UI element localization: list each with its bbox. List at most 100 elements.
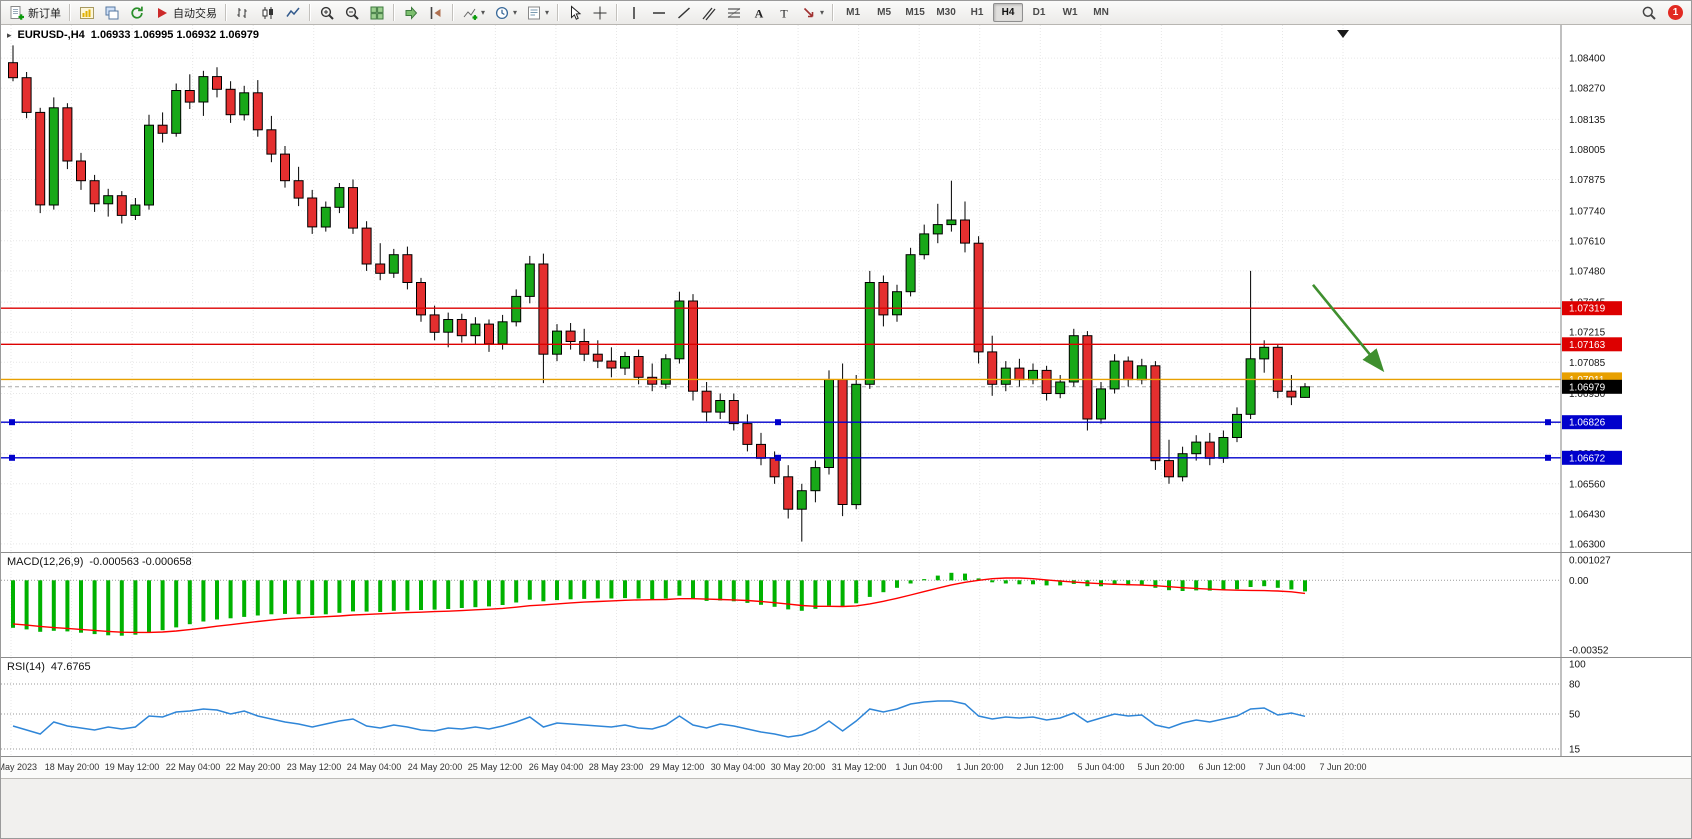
- time-label: 25 May 12:00: [467, 762, 523, 772]
- label-icon: T: [776, 5, 792, 21]
- new-order-button[interactable]: 新订单: [5, 1, 65, 25]
- label-button[interactable]: T: [772, 1, 796, 25]
- tile-windows-button[interactable]: [365, 1, 389, 25]
- text-button[interactable]: A: [747, 1, 771, 25]
- time-label: 18 May 2023: [1, 762, 38, 772]
- price-tick-label: 1.08005: [1569, 145, 1606, 156]
- panel-separator[interactable]: [1, 657, 1691, 658]
- macd-values: -0.000563 -0.000658: [89, 556, 192, 568]
- rsi-canvas[interactable]: 100 80 50 15: [1, 658, 1692, 756]
- rsi-levels: [1, 683, 1561, 750]
- autotrade-button-label: 自动交易: [173, 7, 217, 20]
- time-label: 24 May 04:00: [346, 762, 402, 772]
- bar-chart-button[interactable]: [231, 1, 255, 25]
- grid-vertical: [10, 25, 1344, 552]
- time-label: 31 May 12:00: [831, 762, 887, 772]
- auto-scroll-button[interactable]: [399, 1, 423, 25]
- line-chart-button[interactable]: [281, 1, 305, 25]
- timeframe-m5[interactable]: M5: [877, 7, 892, 18]
- price-level-badge-label: 1.06826: [1569, 418, 1606, 429]
- one-click-trading-toggle[interactable]: ▸: [7, 29, 12, 40]
- annotation-arrow[interactable]: [1311, 283, 1385, 373]
- profiles-button[interactable]: [100, 1, 124, 25]
- autotrade-icon: [154, 5, 170, 21]
- timeframe-h4[interactable]: H4: [993, 3, 1024, 22]
- timeframe-h1[interactable]: H1: [970, 7, 984, 18]
- notifications-badge[interactable]: 1: [1668, 5, 1683, 20]
- periods-button[interactable]: ▾: [490, 1, 521, 25]
- templates-button[interactable]: ▾: [522, 1, 553, 25]
- line-handle[interactable]: [1545, 419, 1551, 426]
- rsi-value: 47.6765: [50, 661, 91, 673]
- line-handle[interactable]: [775, 419, 781, 426]
- macd-histogram: [11, 572, 1307, 636]
- timeframe-m30[interactable]: M30: [936, 7, 956, 18]
- price-level-badge-label: 1.06672: [1569, 453, 1606, 464]
- timeframe-w1[interactable]: W1: [1062, 7, 1078, 18]
- cursor-button[interactable]: [563, 1, 587, 25]
- trendline-button[interactable]: [672, 1, 696, 25]
- panel-separator[interactable]: [1, 552, 1691, 553]
- chart-shift-icon: [428, 5, 444, 21]
- time-label: 1 Jun 20:00: [956, 762, 1004, 772]
- candlestick-series: [8, 45, 1310, 542]
- time-label: 6 Jun 12:00: [1198, 762, 1246, 772]
- price-level-badge: [1562, 301, 1622, 316]
- time-label: 7 Jun 04:00: [1258, 762, 1306, 772]
- zoom-out-button[interactable]: [340, 1, 364, 25]
- candlestick-button[interactable]: [256, 1, 280, 25]
- timeframe-mn[interactable]: MN: [1093, 7, 1109, 18]
- rsi-tick-label: 15: [1569, 745, 1581, 756]
- arrows-button[interactable]: ▾: [797, 1, 828, 25]
- line-handle[interactable]: [9, 454, 15, 461]
- time-label: 7 Jun 20:00: [1319, 762, 1367, 772]
- charts-button[interactable]: [75, 1, 99, 25]
- time-axis[interactable]: 18 May 2023 18 May 20:00 19 May 12:00 22 Ma…: [1, 756, 1691, 778]
- search-button[interactable]: [1637, 1, 1661, 25]
- channel-button[interactable]: [697, 1, 721, 25]
- time-label: 23 May 12:00: [286, 762, 342, 772]
- autotrade-button[interactable]: 自动交易: [150, 1, 221, 25]
- price-level-badge: [1562, 337, 1622, 352]
- time-label: 18 May 20:00: [44, 762, 100, 772]
- bar-chart-icon: [235, 5, 251, 21]
- line-handle[interactable]: [1545, 454, 1551, 461]
- macd-axis[interactable]: 0.001027 0.00 -0.00352: [1569, 556, 1611, 657]
- macd-signal-line: [12, 577, 1306, 634]
- trendline-icon: [676, 5, 692, 21]
- price-axis[interactable]: 1.08400 1.08270 1.08135 1.08005 1.07875 1.077…: [1562, 54, 1622, 551]
- time-label: 5 Jun 04:00: [1077, 762, 1125, 772]
- price-chart-canvas[interactable]: 1.08400 1.08270 1.08135 1.08005 1.07875 1.077…: [1, 25, 1692, 552]
- time-label: 26 May 04:00: [528, 762, 584, 772]
- price-tick-label: 1.06560: [1569, 479, 1606, 490]
- line-handle[interactable]: [9, 419, 15, 426]
- rsi-axis[interactable]: 100 80 50 15: [1569, 660, 1586, 756]
- price-tick-label: 1.06430: [1569, 509, 1606, 520]
- refresh-button[interactable]: [125, 1, 149, 25]
- vertical-line-button[interactable]: [622, 1, 646, 25]
- rsi-tick-label: 50: [1569, 710, 1581, 721]
- timeframe-m1[interactable]: M1: [846, 7, 861, 18]
- price-level-badge-label: 1.07163: [1569, 340, 1606, 351]
- line-handle[interactable]: [775, 454, 781, 461]
- time-label: 1 Jun 04:00: [895, 762, 943, 772]
- chart-shift-marker[interactable]: [1337, 30, 1349, 38]
- macd-canvas[interactable]: 0.001027 0.00 -0.00352: [1, 553, 1692, 657]
- toolbar: 新订单 自动交易 ▾ ▾ ▾ A T ▾ M1 M5 M15 M30 H1 H4 D1 W1 MN 1: [1, 1, 1691, 25]
- time-label: 28 May 23:00: [588, 762, 644, 772]
- crosshair-button[interactable]: [588, 1, 612, 25]
- timeframe-d1[interactable]: D1: [1032, 7, 1046, 18]
- price-tick-label: 1.08135: [1569, 115, 1606, 126]
- timeframe-m15[interactable]: M15: [905, 7, 925, 18]
- fibonacci-button[interactable]: [722, 1, 746, 25]
- chart-shift-button[interactable]: [424, 1, 448, 25]
- zoom-in-button[interactable]: [315, 1, 339, 25]
- candles-icon: [260, 5, 276, 21]
- macd-tick-label: 0.001027: [1569, 556, 1611, 567]
- price-tick-label: 1.07610: [1569, 236, 1606, 247]
- indicators-button[interactable]: ▾: [458, 1, 489, 25]
- horizontal-line-button[interactable]: [647, 1, 671, 25]
- macd-tick-label: -0.00352: [1569, 646, 1609, 657]
- line-chart-icon: [285, 5, 301, 21]
